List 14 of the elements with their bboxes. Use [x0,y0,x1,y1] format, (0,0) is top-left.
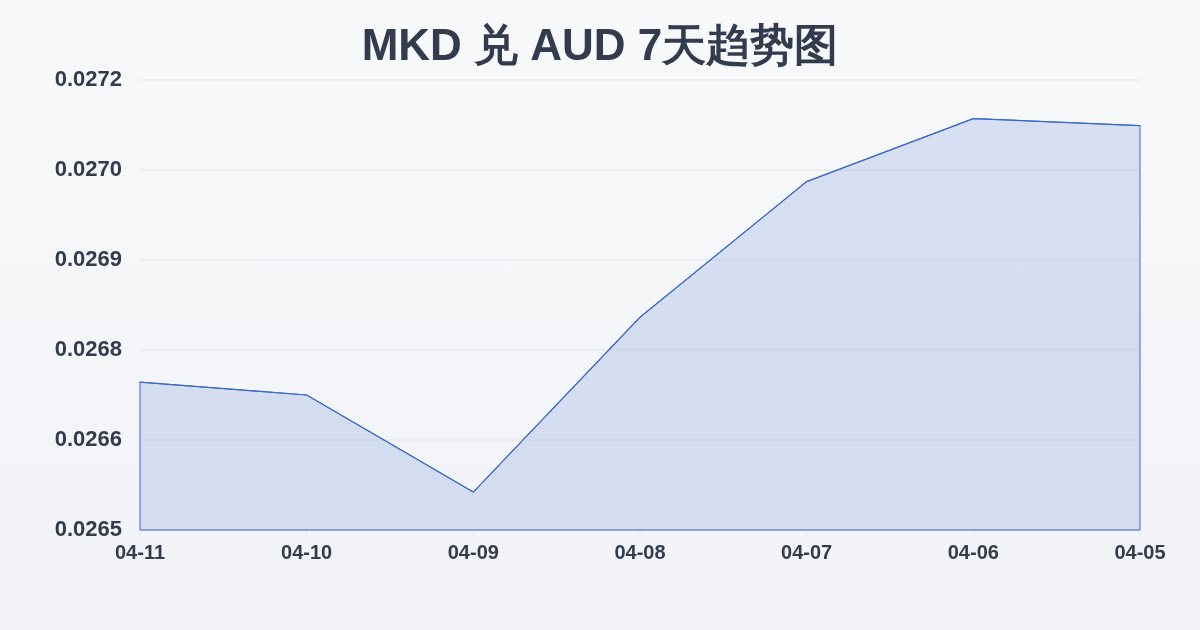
y-tick-label: 0.0265 [54,516,122,541]
x-tick-label: 04-11 [114,541,166,563]
y-tick-label: 0.0269 [54,246,122,271]
x-tick-label: 04-08 [614,541,666,563]
x-tick-label: 04-09 [447,541,499,563]
x-tick-label: 04-10 [281,541,333,563]
x-tick-label: 04-07 [781,541,833,563]
title: MKD 兑 AUD 7天趋势图 [361,20,839,69]
x-tick-label: 04-06 [947,541,999,563]
y-tick-label: 0.0266 [54,426,122,451]
y-tick-label: 0.0270 [54,156,122,181]
x-tick-label: 04-05 [1114,541,1166,563]
y-tick-label: 0.0272 [54,66,122,91]
y-tick-label: 0.0268 [54,336,122,361]
